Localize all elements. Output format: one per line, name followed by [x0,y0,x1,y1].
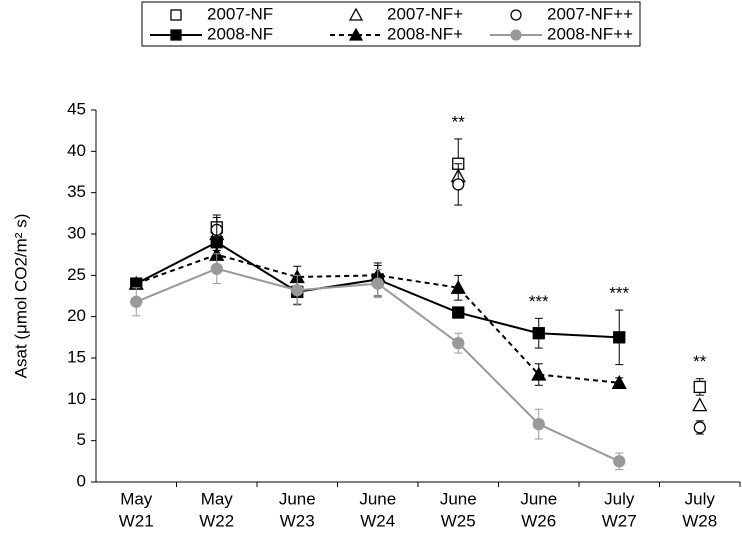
marker [531,366,547,381]
marker [613,455,626,468]
marker [452,336,465,350]
y-tick-label: 40 [67,141,86,160]
marker [452,178,465,191]
x-tick-label: June [279,489,316,508]
y-tick-label: 30 [67,223,86,242]
x-tick-label: W23 [280,511,315,530]
x-tick-label: June [520,489,557,508]
legend-marker [348,7,364,21]
legend-marker [510,9,522,21]
x-tick-label: W21 [119,511,154,530]
legend-label: 2007-NF [207,4,273,23]
legend-marker [510,29,522,41]
x-tick-label: June [359,489,396,508]
x-tick-label: W26 [521,511,556,530]
legend-marker [170,29,182,41]
legend-label: 2008-NF++ [547,24,633,43]
x-tick-label: W28 [682,511,717,530]
y-axis-title: Asat (μmol CO2/m² s) [11,214,30,379]
marker [130,295,143,308]
significance-label: ** [452,112,466,131]
y-tick-label: 15 [67,347,86,366]
legend-label: 2007-NF++ [547,4,633,23]
legend-box [141,1,641,47]
x-tick-label: W25 [441,511,476,530]
marker [693,421,706,434]
x-tick-label: W22 [199,511,234,530]
marker [613,331,626,344]
x-tick-label: May [201,489,234,508]
marker [452,306,465,319]
x-tick-label: July [685,489,716,508]
y-tick-label: 5 [77,430,86,449]
marker [291,284,304,297]
legend-label: 2008-NF [207,24,273,43]
marker [210,236,223,249]
y-tick-label: 25 [67,265,86,284]
y-tick-label: 0 [77,471,86,490]
x-tick-label: W27 [602,511,637,530]
x-tick-label: W24 [360,511,395,530]
x-tick-label: July [604,489,635,508]
significance-label: *** [609,284,629,303]
y-tick-label: 35 [67,182,86,201]
legend-marker [348,27,364,41]
x-tick-label: June [440,489,477,508]
marker [210,262,223,275]
marker [371,277,384,290]
marker [611,374,627,389]
y-tick-label: 20 [67,306,86,325]
marker [693,380,706,394]
y-tick-label: 10 [67,389,86,408]
marker [450,279,466,294]
legend-label: 2008-NF+ [387,24,463,43]
y-tick-label: 45 [67,99,86,118]
legend-label: 2007-NF+ [387,4,463,23]
legend-marker [170,9,182,21]
significance-label: ** [693,352,707,371]
significance-label: *** [529,292,549,311]
x-tick-label: May [120,489,153,508]
marker [692,397,708,412]
marker [532,417,545,431]
marker [532,327,545,340]
